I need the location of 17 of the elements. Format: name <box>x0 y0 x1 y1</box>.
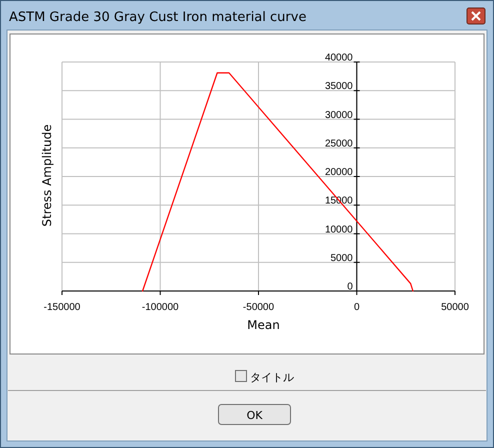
x-tick-label: -50000 <box>242 302 275 313</box>
x-tick-label: -100000 <box>142 302 180 313</box>
chart-title: ASTM Grade 30 Gray Cust Iron material curve <box>9 10 306 25</box>
y-tick-label: 5000 <box>330 252 354 264</box>
y-tick-label: 25000 <box>324 138 354 150</box>
text: タイトル <box>250 371 294 384</box>
x-tick-label: -150000 <box>44 302 81 313</box>
y-tick-label: 20000 <box>324 167 354 178</box>
x-axis-title: Mean <box>247 318 280 332</box>
y-tick-label: 40000 <box>324 52 354 64</box>
y-axis-title: Stress Amplitude <box>40 124 54 227</box>
y-tick-label: 10000 <box>324 224 354 236</box>
y-tick-label: 0 <box>347 282 354 292</box>
text: OK <box>246 409 264 422</box>
y-tick-label: 30000 <box>324 110 354 121</box>
y-tick-label: 35000 <box>324 81 354 92</box>
x-tick-label: 50000 <box>441 302 470 313</box>
